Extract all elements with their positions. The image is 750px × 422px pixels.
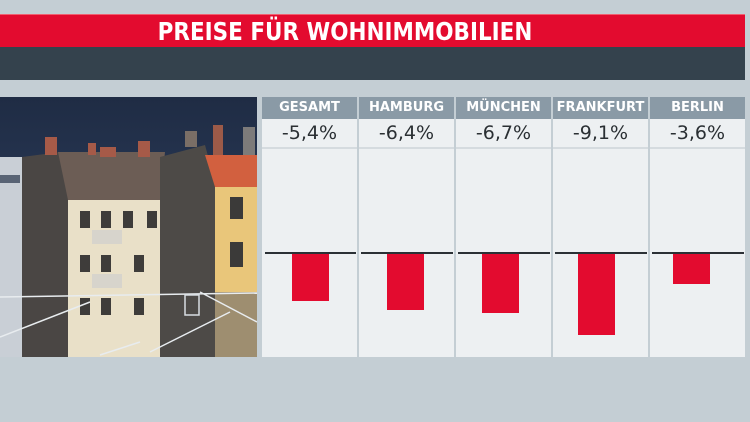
buildings-image-icon [0, 97, 257, 357]
zero-line [361, 252, 453, 254]
zero-line [458, 252, 550, 254]
bar-hamburg [387, 254, 424, 310]
column-hamburg: HAMBURG -6,4% [359, 97, 454, 357]
subtitle-bar [0, 47, 745, 80]
column-gesamt: GESAMT -5,4% [262, 97, 357, 357]
column-value: -3,6% [650, 119, 745, 149]
bar-muenchen [482, 254, 519, 313]
column-header: MÜNCHEN [456, 97, 551, 119]
column-value: -9,1% [553, 119, 648, 149]
zero-line [652, 252, 744, 254]
building-photo [0, 97, 257, 357]
column-header: GESAMT [262, 97, 357, 119]
price-table: GESAMT -5,4% HAMBURG -6,4% MÜNCHEN -6,7%… [262, 97, 745, 357]
bar-gesamt [292, 254, 329, 301]
column-value: -6,7% [456, 119, 551, 149]
column-berlin: BERLIN -3,6% [650, 97, 745, 357]
column-header: FRANKFURT [553, 97, 648, 119]
bar-frankfurt [578, 254, 615, 335]
column-value: -6,4% [359, 119, 454, 149]
page-title: PREISE FÜR WOHNIMMOBILIEN [157, 17, 533, 46]
bar-berlin [673, 254, 710, 284]
zero-line [555, 252, 647, 254]
column-value: -5,4% [262, 119, 357, 149]
column-muenchen: MÜNCHEN -6,7% [456, 97, 551, 357]
zero-line [265, 252, 356, 254]
column-header: HAMBURG [359, 97, 454, 119]
title-bar: PREISE FÜR WOHNIMMOBILIEN [0, 14, 745, 48]
column-header: BERLIN [650, 97, 745, 119]
